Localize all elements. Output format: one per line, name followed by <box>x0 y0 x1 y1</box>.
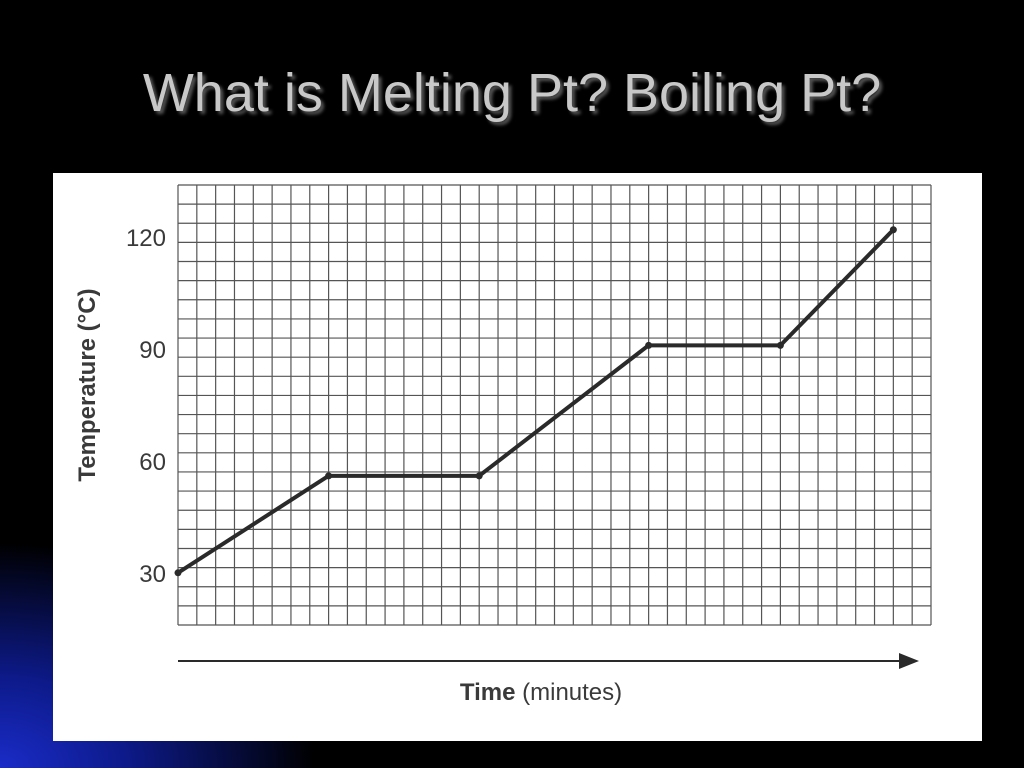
data-point <box>325 472 333 480</box>
slide-title: What is Melting Pt? Boiling Pt? <box>142 63 882 123</box>
y-tick-labels: 30 60 90 120 <box>126 225 166 588</box>
temperature-time-chart: 30 60 90 120 Time (minutes) Temperature (°C) <box>74 184 932 706</box>
data-point <box>174 569 182 577</box>
axis-layer: Time (minutes) Temperature (°C) <box>74 288 919 706</box>
chart-grid <box>177 184 932 626</box>
data-point <box>889 226 897 234</box>
x-axis-title-bold: Time <box>460 679 516 706</box>
x-axis-arrow-head <box>899 653 919 669</box>
x-axis-title: Time (minutes) <box>460 679 622 706</box>
x-axis-title-units: (minutes) <box>515 679 622 706</box>
y-tick-label: 30 <box>139 561 166 588</box>
series-layer <box>174 226 897 577</box>
y-tick-label: 90 <box>139 337 166 364</box>
series-line <box>176 227 896 575</box>
chart-panel: 30 60 90 120 Time (minutes) Temperature (°C) <box>53 173 982 741</box>
data-point <box>776 341 784 349</box>
y-tick-label: 120 <box>126 225 166 252</box>
y-tick-label: 60 <box>139 449 166 476</box>
data-point <box>475 472 483 480</box>
data-point <box>645 341 653 349</box>
y-axis-title: Temperature (°C) <box>74 288 101 481</box>
